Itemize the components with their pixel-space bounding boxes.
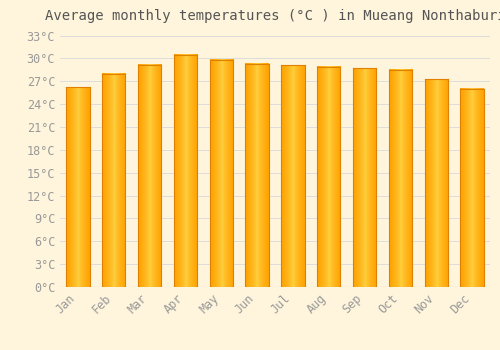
Title: Average monthly temperatures (°C ) in Mueang Nonthaburi: Average monthly temperatures (°C ) in Mu… (44, 9, 500, 23)
